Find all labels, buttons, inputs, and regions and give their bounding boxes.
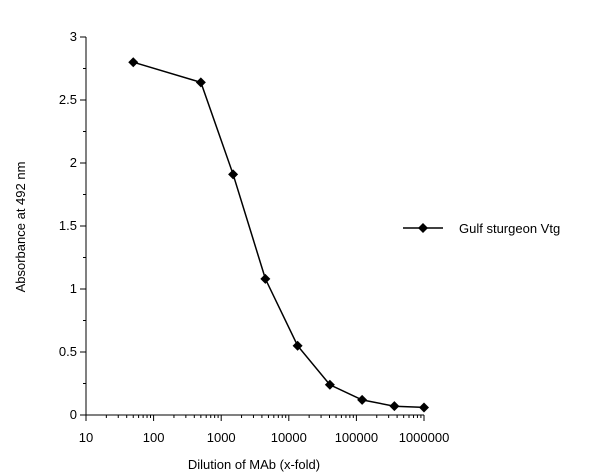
- legend: Gulf sturgeon Vtg: [403, 221, 560, 236]
- y-axis-title: Absorbance at 492 nm: [13, 162, 28, 293]
- y-tick-label: 2: [70, 155, 77, 170]
- x-tick-label: 100: [143, 430, 165, 445]
- y-axis: 0 0.5 1 1.5 2 2.5 3: [59, 29, 87, 422]
- data-point: [228, 169, 239, 180]
- x-tick-label: 10: [79, 430, 93, 445]
- legend-marker: [418, 223, 428, 233]
- legend-label: Gulf sturgeon Vtg: [459, 221, 560, 236]
- x-tick-label: 1000: [207, 430, 236, 445]
- data-point: [324, 379, 335, 390]
- plot-series: [128, 57, 429, 413]
- y-tick-label: 3: [70, 29, 77, 44]
- data-point: [419, 402, 429, 413]
- y-tick-label: 2.5: [59, 92, 77, 107]
- data-point: [389, 401, 400, 412]
- x-axis-title: Dilution of MAb (x-fold): [188, 457, 320, 472]
- data-point: [195, 77, 206, 88]
- data-point: [260, 273, 271, 284]
- x-tick-label: 1000000: [399, 430, 450, 445]
- x-tick-label: 10000: [271, 430, 307, 445]
- y-tick-label: 1.5: [59, 218, 77, 233]
- x-axis: 10 100 1000 10000 100000 1000000: [79, 414, 450, 445]
- data-point: [128, 57, 139, 68]
- y-tick-label: 1: [70, 281, 77, 296]
- series-line: [133, 61, 425, 409]
- y-tick-label: 0: [70, 407, 77, 422]
- data-point: [292, 340, 303, 351]
- data-point: [357, 394, 368, 405]
- y-tick-label: 0.5: [59, 344, 77, 359]
- x-tick-label: 100000: [335, 430, 378, 445]
